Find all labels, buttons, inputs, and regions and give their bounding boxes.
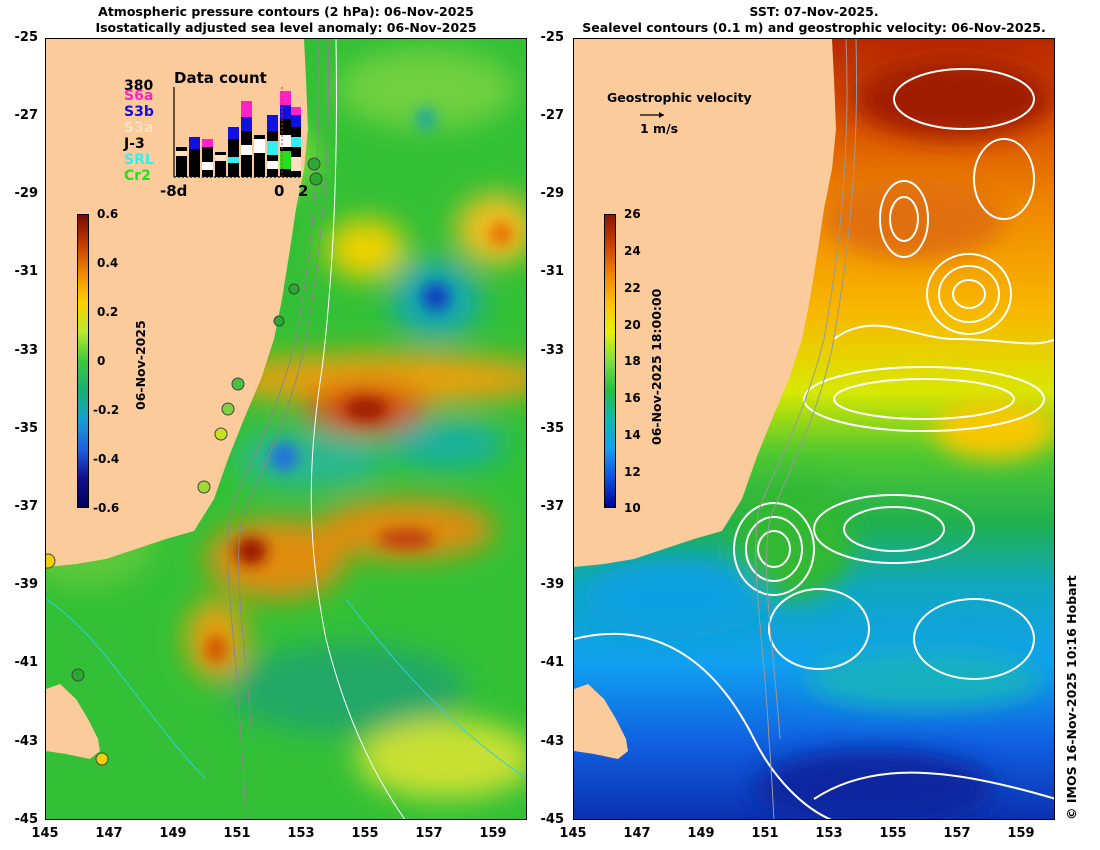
data-count-bars <box>173 87 301 179</box>
right-cb-tick: 16 <box>624 391 641 405</box>
right-ytick: -45 <box>540 812 565 827</box>
data-count-max: 380 <box>124 78 154 94</box>
sea-level-contours <box>574 68 1054 819</box>
right-cb-tick: 20 <box>624 318 641 332</box>
left-cb-tick: -0.6 <box>93 501 120 515</box>
left-xtick: 149 <box>159 826 187 841</box>
left-title-line2: Isostatically adjusted sea level anomaly… <box>95 20 477 35</box>
right-xtick: 155 <box>879 826 907 841</box>
right-cb-tick: 24 <box>624 244 641 258</box>
right-ytick: -29 <box>540 186 565 201</box>
left-colorbar-label: 06-Nov-2025 <box>133 320 148 410</box>
right-title-line2: Sealevel contours (0.1 m) and geostrophi… <box>582 20 1046 35</box>
right-ytick: -41 <box>540 655 565 670</box>
right-ytick: -35 <box>540 421 565 436</box>
data-count-x-end: 2 <box>298 182 309 200</box>
right-ytick: -25 <box>540 30 565 45</box>
right-ytick: -31 <box>540 264 565 279</box>
left-ytick: -29 <box>14 186 39 201</box>
right-ytick: -43 <box>540 734 565 749</box>
left-ytick: -43 <box>14 734 39 749</box>
right-cb-tick: 10 <box>624 501 641 515</box>
legend-cr2: Cr2 <box>124 168 151 184</box>
left-ytick: -35 <box>14 421 39 436</box>
right-colorbar-label: 06-Nov-2025 18:00:00 <box>649 288 664 445</box>
sst-map <box>573 38 1055 820</box>
right-ytick: -37 <box>540 499 565 514</box>
left-ytick: -39 <box>14 577 39 592</box>
legend-s6a: S6a <box>124 88 154 104</box>
left-cb-tick: -0.2 <box>93 403 120 417</box>
tasmania-land <box>46 684 100 759</box>
right-ytick: -39 <box>540 577 565 592</box>
right-ytick: -27 <box>540 108 565 123</box>
right-title-line1: SST: 07-Nov-2025. <box>749 4 879 19</box>
legend-s3b: S3b <box>124 104 154 120</box>
left-title-line1: Atmospheric pressure contours (2 hPa): 0… <box>98 4 474 19</box>
left-xtick: 159 <box>479 826 507 841</box>
right-cb-tick: 18 <box>624 354 641 368</box>
imos-credit: © IMOS 16-Nov-2025 10:16 Hobart <box>1064 575 1079 820</box>
sea-level-anomaly-map <box>45 38 527 820</box>
left-ytick: -37 <box>14 499 39 514</box>
right-cb-tick: 12 <box>624 465 641 479</box>
left-xtick: 147 <box>95 826 123 841</box>
left-ytick: -45 <box>14 812 39 827</box>
right-cb-tick: 14 <box>624 428 641 442</box>
data-count-x-start: -8d <box>160 182 188 200</box>
right-xtick: 147 <box>623 826 651 841</box>
left-xtick: 153 <box>287 826 315 841</box>
left-cb-tick: 0.6 <box>97 207 119 221</box>
left-ytick: -31 <box>14 264 39 279</box>
velocity-legend-scale: 1 m/s <box>640 121 679 136</box>
left-xtick: 157 <box>415 826 443 841</box>
right-ytick: -33 <box>540 343 565 358</box>
left-ytick: -25 <box>14 30 39 45</box>
left-xtick: 151 <box>223 826 251 841</box>
data-count-title: Data count <box>174 69 267 87</box>
right-xtick: 157 <box>943 826 971 841</box>
left-cb-tick: 0.4 <box>97 256 119 270</box>
tasmania-land <box>574 684 628 759</box>
velocity-legend-title: Geostrophic velocity <box>607 90 752 105</box>
legend-s3a: S3a <box>124 120 154 136</box>
left-ytick: -41 <box>14 655 39 670</box>
left-colorbar-gradient <box>77 214 89 508</box>
left-xtick: 145 <box>31 826 59 841</box>
right-xtick: 149 <box>687 826 715 841</box>
right-cb-tick: 22 <box>624 281 641 295</box>
right-xtick: 153 <box>815 826 843 841</box>
right-colorbar-gradient <box>604 214 616 508</box>
right-cb-tick: 26 <box>624 207 641 221</box>
left-cb-tick: 0 <box>97 354 106 368</box>
left-ytick: -33 <box>14 343 39 358</box>
left-cb-tick: -0.4 <box>93 452 120 466</box>
right-xtick: 151 <box>751 826 779 841</box>
legend-j3: J-3 <box>124 136 145 152</box>
tide-gauge-markers <box>46 157 323 766</box>
velocity-scale-arrow <box>640 112 664 118</box>
legend-srl: SRL <box>124 152 154 168</box>
data-count-x-zero: 0 <box>274 182 285 200</box>
left-cb-tick: 0.2 <box>97 305 119 319</box>
australia-land <box>574 39 836 567</box>
right-xtick: 145 <box>559 826 587 841</box>
left-xtick: 155 <box>351 826 379 841</box>
right-xtick: 159 <box>1007 826 1035 841</box>
left-ytick: -27 <box>14 108 39 123</box>
